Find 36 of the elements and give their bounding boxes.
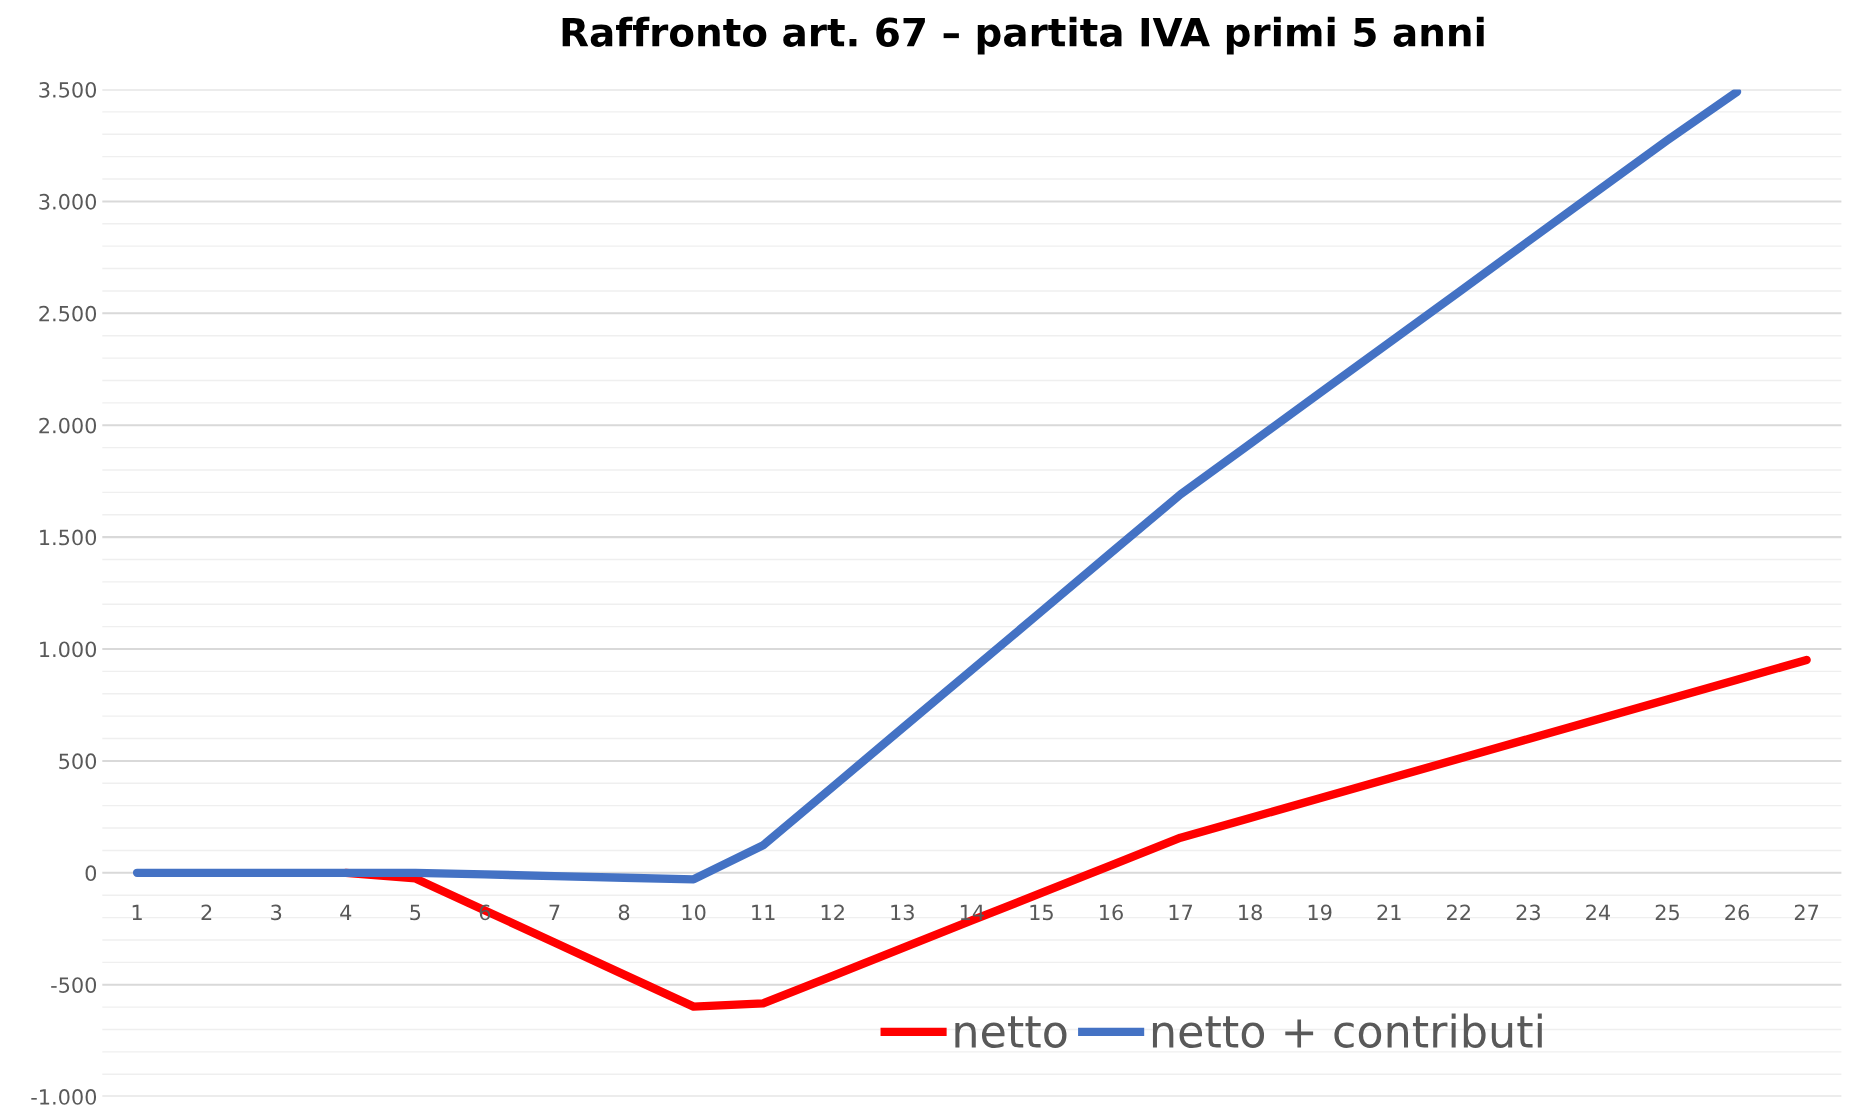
- x-tick-label: 8: [618, 904, 630, 921]
- x-tick-label: 22: [1447, 904, 1470, 920]
- y-tick-label: -1.000: [31, 1089, 97, 1105]
- y-tick-label: 1.500: [40, 529, 97, 546]
- legend-label: netto: [955, 1016, 1067, 1049]
- x-tick-label: 27: [1794, 904, 1819, 920]
- y-tick-label: 2.500: [39, 305, 97, 322]
- x-tick-label: 15: [1030, 904, 1053, 921]
- x-tick-label: 19: [1308, 904, 1332, 921]
- x-tick-label: 4: [340, 904, 352, 920]
- x-tick-label: 21: [1377, 904, 1401, 920]
- x-tick-label: 1: [132, 904, 142, 920]
- x-tick-label: 12: [821, 904, 844, 920]
- y-tick-label: -500: [51, 977, 97, 993]
- y-tick-label: 2.000: [39, 417, 97, 434]
- x-tick-label: 2: [201, 904, 212, 920]
- x-tick-label: 18: [1239, 904, 1262, 921]
- x-tick-label: 24: [1586, 904, 1611, 920]
- x-tick-label: 10: [682, 904, 706, 921]
- x-tick-label: 11: [752, 904, 775, 920]
- chart-title: Raffronto art. 67 – partita IVA primi 5 anni: [562, 16, 1484, 55]
- x-tick-label: 13: [891, 904, 914, 921]
- y-tick-label: 500: [59, 753, 97, 770]
- x-tick-label: 26: [1725, 904, 1749, 921]
- x-tick-label: 25: [1655, 904, 1679, 921]
- x-tick-label: 17: [1169, 904, 1193, 920]
- x-tick-label: 3: [271, 904, 282, 921]
- x-tick-label: 7: [549, 904, 560, 920]
- legend-label: netto + contributi: [1152, 1013, 1542, 1049]
- y-tick-label: 0: [85, 865, 97, 882]
- x-tick-label: 5: [410, 904, 421, 921]
- y-tick-label: 3.500: [39, 81, 97, 98]
- x-tick-label: 23: [1516, 904, 1540, 921]
- y-tick-label: 3.000: [39, 193, 97, 210]
- y-tick-label: 1.000: [40, 641, 97, 658]
- x-tick-label: 16: [1100, 904, 1123, 921]
